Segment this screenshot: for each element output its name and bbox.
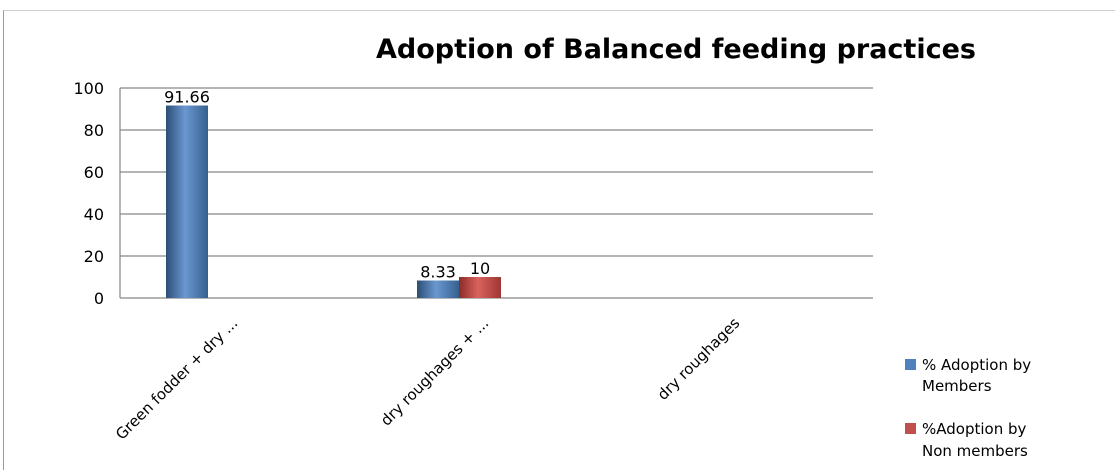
grid-lines [120, 87, 873, 257]
y-tick-100: 100 [73, 79, 104, 98]
category-label-2: dry roughages [654, 314, 744, 404]
bar-members-1 [417, 280, 459, 298]
legend-swatch-nonmembers [905, 423, 916, 434]
bar-nonmembers-1 [459, 277, 501, 298]
data-label-members-0: 91.66 [164, 88, 210, 107]
bar-members-0 [166, 105, 208, 298]
legend-swatch-members [905, 359, 916, 370]
y-tick-80: 80 [84, 121, 104, 140]
y-tick-labels: 0 20 40 60 80 100 [73, 79, 104, 308]
y-tick-0: 0 [94, 289, 104, 308]
data-label-nonmembers-1: 10 [470, 259, 490, 278]
legend-label-nonmembers-2: Non members [922, 442, 1028, 460]
y-tick-60: 60 [84, 163, 104, 182]
category-label-1: dry roughages + ... [377, 314, 492, 429]
axes [119, 88, 873, 299]
y-tick-40: 40 [84, 205, 104, 224]
bars [166, 105, 501, 298]
y-tick-20: 20 [84, 247, 104, 266]
legend-label-members-2: Members [922, 377, 992, 395]
chart-title: Adoption of Balanced feeding practices [376, 34, 976, 65]
data-label-members-1: 8.33 [420, 263, 456, 282]
data-labels: 91.66 8.33 10 [164, 88, 490, 282]
category-label-0: Green fodder + dry ... [112, 314, 241, 443]
legend: % Adoption by Members %Adoption by Non m… [905, 356, 1031, 460]
chart-frame [3, 10, 1115, 470]
category-labels: Green fodder + dry ... dry roughages + ..… [112, 314, 743, 443]
legend-label-nonmembers-1: %Adoption by [922, 420, 1026, 438]
legend-label-members-1: % Adoption by [922, 356, 1031, 374]
